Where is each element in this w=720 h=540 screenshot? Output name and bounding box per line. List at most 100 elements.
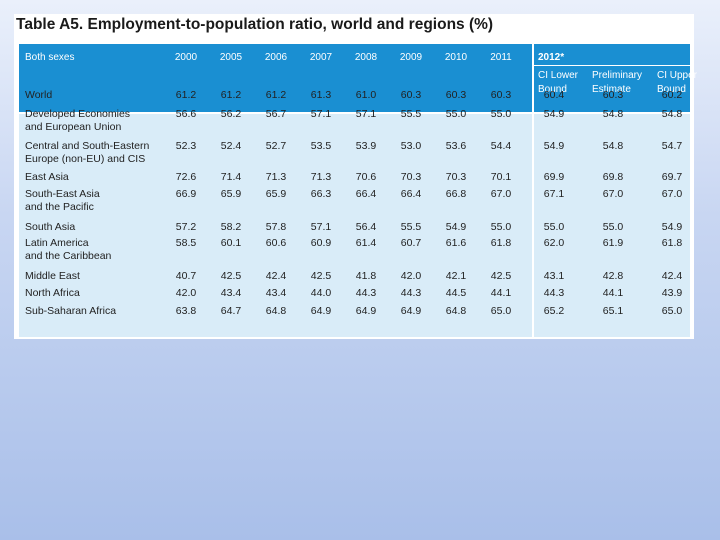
- region-label: South-East Asia and the Pacific: [25, 188, 100, 213]
- table-row: World 61.2 61.2 61.2 61.3 61.0 60.3 60.3 60.3 60.…: [19, 87, 690, 101]
- header-divider: [19, 112, 690, 114]
- value-cell: 53.5: [310, 140, 332, 152]
- table-header: Both sexes 2012* 2000 2005 2006 2007 2008 200…: [19, 44, 697, 112]
- value-cell: 65.0: [661, 305, 683, 317]
- value-cell: 44.1: [490, 287, 512, 299]
- region-label: Latin America and the Caribbean: [25, 237, 112, 262]
- value-cell: 56.7: [265, 108, 287, 120]
- value-cell: 61.9: [602, 237, 624, 249]
- value-cell: 72.6: [175, 171, 197, 183]
- table-row: Latin America and the Caribbean 58.5 60.1 60…: [19, 235, 690, 262]
- value-cell: 60.2: [661, 89, 683, 101]
- value-cell: 53.0: [400, 140, 422, 152]
- value-cell: 61.6: [445, 237, 467, 249]
- value-cell: 65.1: [602, 305, 624, 317]
- value-cell: 55.0: [490, 221, 512, 233]
- value-cell: 56.2: [220, 108, 242, 120]
- region-label: Middle East: [25, 270, 80, 282]
- value-cell: 67.0: [490, 188, 512, 200]
- region-label: Central and South-Eastern Europe (non-EU)…: [25, 140, 150, 165]
- value-cell: 55.0: [543, 221, 565, 233]
- preliminary-estimate-header: Preliminary Estimate: [592, 70, 643, 95]
- value-cell: 60.7: [400, 237, 422, 249]
- year-header-2011: 2011: [490, 52, 512, 63]
- value-cell: 61.8: [661, 237, 683, 249]
- value-cell: 64.9: [355, 305, 377, 317]
- value-cell: 43.4: [265, 287, 287, 299]
- value-cell: 42.8: [602, 270, 624, 282]
- value-cell: 54.9: [661, 221, 683, 233]
- value-cell: 66.8: [445, 188, 467, 200]
- value-cell: 61.0: [355, 89, 377, 101]
- value-cell: 61.3: [310, 89, 332, 101]
- table-row: South Asia 57.2 58.2 57.8 57.1 56.4 55.5 54.9 55…: [19, 219, 690, 233]
- value-cell: 60.3: [445, 89, 467, 101]
- value-cell: 55.5: [400, 221, 422, 233]
- region-label: Sub-Saharan Africa: [25, 305, 117, 317]
- value-cell: 54.8: [661, 108, 683, 120]
- value-cell: 61.4: [355, 237, 377, 249]
- value-cell: 57.1: [310, 108, 332, 120]
- value-cell: 57.2: [175, 221, 197, 233]
- value-cell: 44.0: [310, 287, 332, 299]
- value-cell: 40.7: [175, 270, 197, 282]
- value-cell: 55.0: [445, 108, 467, 120]
- value-cell: 57.1: [355, 108, 377, 120]
- value-cell: 56.4: [355, 221, 377, 233]
- value-cell: 58.2: [220, 221, 242, 233]
- year-header-2007: 2007: [309, 52, 333, 63]
- value-cell: 53.6: [445, 140, 467, 152]
- value-cell: 54.9: [445, 221, 467, 233]
- value-cell: 43.4: [220, 287, 242, 299]
- table-row: Middle East 40.7 42.5 42.4 42.5 41.8 42.0 42.1 4…: [19, 268, 690, 282]
- year-header-2010: 2010: [444, 52, 468, 63]
- value-cell: 61.8: [490, 237, 512, 249]
- value-cell: 66.9: [175, 188, 197, 200]
- region-label: North Africa: [25, 287, 80, 299]
- value-cell: 52.3: [175, 140, 197, 152]
- value-cell: 57.1: [310, 221, 332, 233]
- ci-lower-bound-header: CI Lower Bound: [538, 70, 579, 95]
- table-row: Sub-Saharan Africa 63.8 64.7 64.8 64.9 64.9 64…: [19, 303, 690, 317]
- value-cell: 42.0: [400, 270, 422, 282]
- value-cell: 55.5: [400, 108, 422, 120]
- value-cell: 64.7: [220, 305, 242, 317]
- value-cell: 70.3: [445, 171, 467, 183]
- value-cell: 54.7: [661, 140, 683, 152]
- value-cell: 42.1: [445, 270, 467, 282]
- value-cell: 70.1: [490, 171, 512, 183]
- value-cell: 71.3: [310, 171, 332, 183]
- value-cell: 65.2: [543, 305, 565, 317]
- value-cell: 65.9: [265, 188, 287, 200]
- value-cell: 69.8: [602, 171, 624, 183]
- value-cell: 64.8: [265, 305, 287, 317]
- value-cell: 62.0: [543, 237, 565, 249]
- value-cell: 42.0: [175, 287, 197, 299]
- ci-upper-bound-header: CI Upper Bound: [657, 70, 698, 95]
- value-cell: 64.9: [400, 305, 422, 317]
- value-cell: 60.3: [400, 89, 422, 101]
- year-header-2009: 2009: [399, 52, 423, 63]
- separator-2012: [532, 44, 534, 337]
- value-cell: 58.5: [175, 237, 197, 249]
- region-label: World: [25, 89, 53, 101]
- value-cell: 66.4: [355, 188, 377, 200]
- year-header-2000: 2000: [174, 52, 198, 63]
- value-cell: 65.0: [490, 305, 512, 317]
- value-cell: 60.6: [265, 237, 287, 249]
- table-row: Developed Economies and European Union 56.…: [19, 106, 690, 133]
- value-cell: 43.9: [661, 287, 683, 299]
- region-label: South Asia: [25, 221, 76, 233]
- row-label-header: Both sexes: [25, 52, 75, 63]
- data-table: Both sexes 2012* 2000 2005 2006 2007 2008 200…: [19, 44, 697, 337]
- region-label: Developed Economies and European Union: [25, 108, 131, 133]
- value-cell: 43.1: [543, 270, 565, 282]
- value-cell: 70.6: [355, 171, 377, 183]
- value-cell: 52.7: [265, 140, 287, 152]
- value-cell: 42.5: [310, 270, 332, 282]
- value-cell: 71.4: [220, 171, 242, 183]
- value-cell: 66.3: [310, 188, 332, 200]
- value-cell: 44.3: [400, 287, 422, 299]
- value-cell: 55.0: [490, 108, 512, 120]
- table-title: Table A5. Employment-to-population ratio…: [16, 16, 494, 33]
